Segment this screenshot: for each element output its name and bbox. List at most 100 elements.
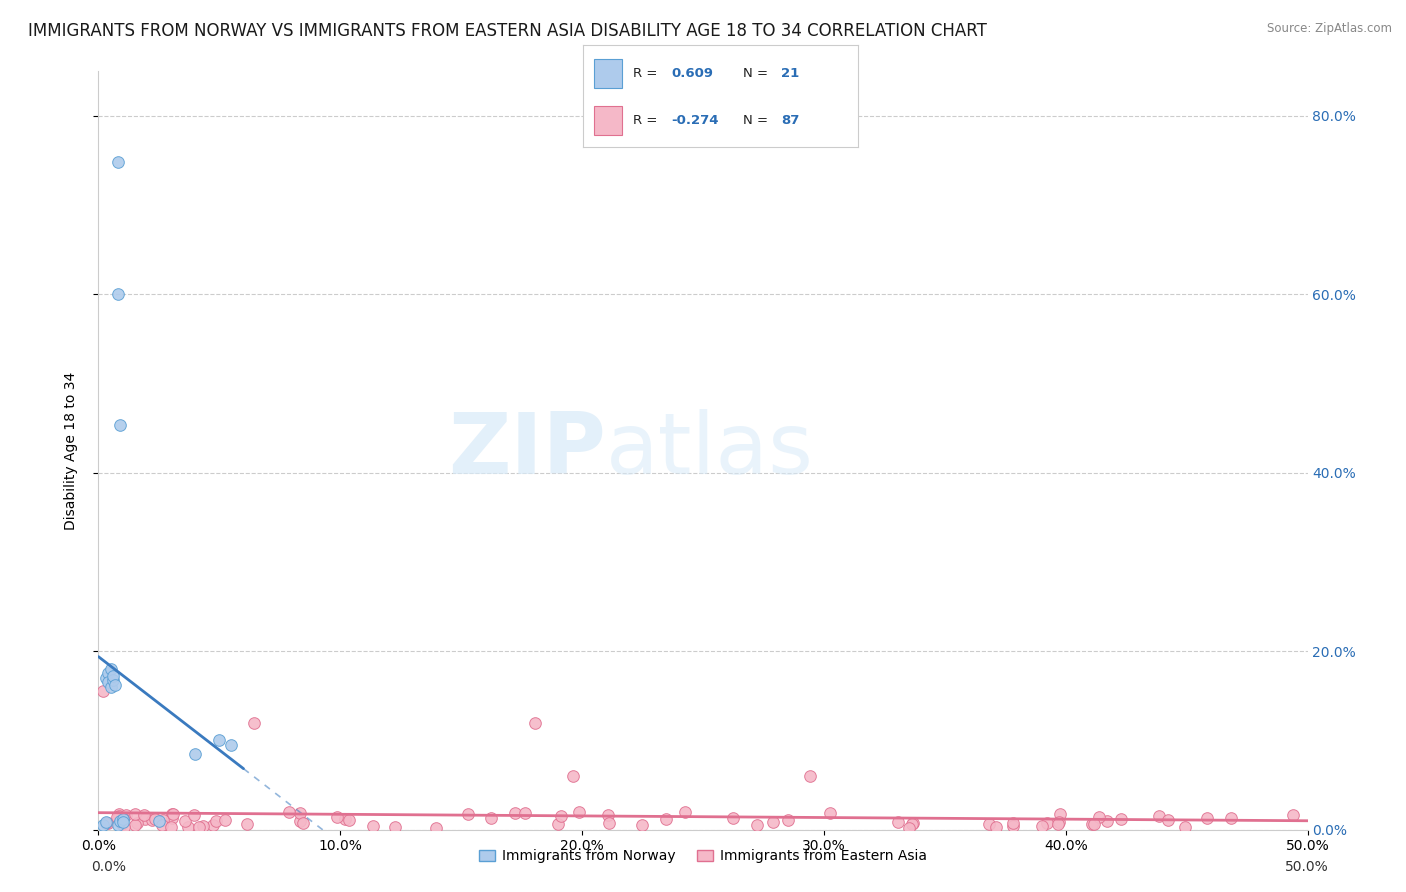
Point (897, 821, 920, 835)
Point (1036, 816, 1059, 830)
Point (97, 816, 120, 830)
Point (673, 805, 696, 819)
Point (277, 805, 299, 820)
Point (1047, 817, 1070, 831)
Point (97, 675, 120, 690)
Point (1147, 809, 1170, 823)
Point (111, 817, 134, 831)
Point (1174, 820, 1197, 834)
Point (655, 812, 678, 826)
Point (457, 807, 479, 822)
Point (107, 155, 129, 169)
Point (745, 818, 768, 832)
Point (1095, 814, 1118, 828)
Text: Source: ZipAtlas.com: Source: ZipAtlas.com (1267, 22, 1392, 36)
Point (124, 807, 146, 822)
Point (762, 814, 785, 829)
Point (111, 811, 134, 825)
Text: IMMIGRANTS FROM NORWAY VS IMMIGRANTS FROM EASTERN ASIA DISABILITY AGE 18 TO 34 C: IMMIGRANTS FROM NORWAY VS IMMIGRANTS FRO… (28, 22, 987, 40)
Point (148, 814, 170, 828)
Point (134, 808, 156, 822)
Y-axis label: Disability Age 18 to 34: Disability Age 18 to 34 (63, 371, 77, 530)
Point (125, 816, 148, 830)
Point (1049, 807, 1071, 822)
Point (1220, 811, 1243, 825)
Point (1047, 815, 1070, 830)
Point (288, 805, 311, 820)
Text: 0.0%: 0.0% (91, 860, 127, 874)
Point (176, 820, 198, 834)
Point (550, 809, 572, 823)
Point (108, 809, 131, 823)
Text: N =: N = (742, 114, 772, 127)
Point (111, 815, 134, 830)
Point (503, 806, 526, 821)
FancyBboxPatch shape (595, 106, 621, 135)
Point (901, 816, 924, 830)
Text: N =: N = (742, 67, 772, 79)
Point (134, 812, 156, 826)
Point (208, 733, 231, 747)
Point (1157, 813, 1180, 827)
Point (100, 680, 122, 694)
Point (1109, 812, 1132, 826)
Point (188, 820, 211, 834)
Point (100, 662, 122, 676)
Point (101, 669, 124, 683)
Point (94, 671, 117, 685)
Point (91, 684, 114, 698)
Point (202, 818, 225, 832)
Point (901, 817, 924, 831)
Legend: Immigrants from Norway, Immigrants from Eastern Asia: Immigrants from Norway, Immigrants from … (472, 844, 934, 869)
Point (242, 715, 264, 730)
Point (108, 807, 131, 822)
FancyBboxPatch shape (595, 59, 621, 87)
Point (326, 810, 349, 824)
Point (111, 812, 134, 826)
Point (1195, 811, 1218, 825)
Point (124, 818, 146, 832)
Point (204, 814, 226, 828)
Point (513, 806, 536, 821)
Point (886, 814, 908, 829)
Point (598, 815, 620, 830)
Text: 87: 87 (780, 114, 799, 127)
Point (236, 817, 259, 831)
Point (1083, 817, 1105, 831)
Point (108, 814, 131, 828)
Point (631, 818, 654, 832)
Text: atlas: atlas (606, 409, 814, 492)
Point (568, 805, 591, 820)
Point (523, 715, 546, 730)
Point (361, 819, 384, 833)
Point (108, 418, 131, 433)
Text: R =: R = (633, 67, 661, 79)
Point (141, 813, 163, 827)
Point (160, 820, 183, 834)
Point (97, 666, 120, 681)
Point (1031, 819, 1053, 833)
Point (114, 820, 136, 834)
Point (292, 815, 315, 830)
Point (173, 814, 195, 829)
Point (160, 811, 183, 825)
Point (104, 678, 127, 692)
Point (384, 820, 406, 834)
Point (1282, 807, 1305, 822)
Point (183, 807, 205, 822)
Point (290, 814, 312, 828)
Point (221, 738, 243, 752)
Text: ZIP: ZIP (449, 409, 606, 492)
Text: 0.609: 0.609 (671, 67, 713, 79)
Point (107, 818, 129, 832)
Point (1081, 817, 1104, 831)
Point (96, 816, 118, 830)
Point (152, 814, 174, 828)
Point (162, 806, 184, 821)
Point (721, 811, 744, 825)
Text: 50.0%: 50.0% (1285, 860, 1329, 874)
Point (193, 819, 215, 833)
Point (339, 813, 361, 827)
Point (160, 807, 183, 822)
Point (562, 769, 585, 783)
